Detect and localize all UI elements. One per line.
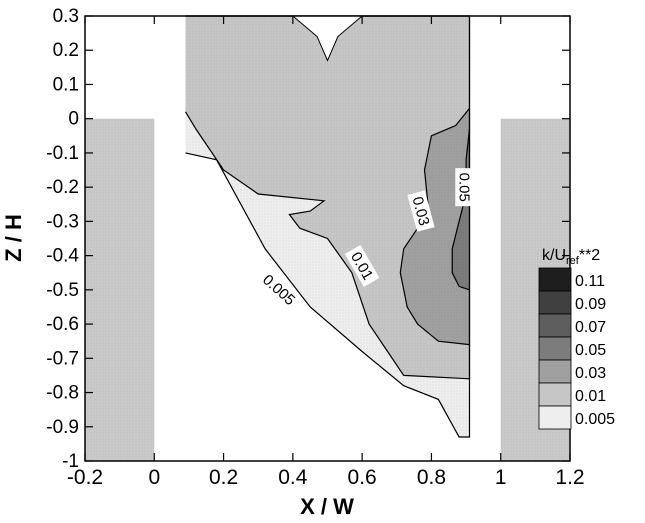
- y-tick-label: -0.7: [46, 348, 79, 369]
- y-tick-label: -0.2: [46, 177, 79, 198]
- x-tick-label: 0.2: [209, 466, 238, 489]
- legend-label-0-005: 0.005: [575, 411, 615, 428]
- legend: k/Uref**2 0.11 0.09 0.07 0.05 0.03 0.01 0.005: [538, 247, 615, 430]
- y-tick-label: -0.1: [46, 143, 79, 164]
- y-axis: 0.3 0.2 0.1 0 -0.1 -0.2 -0.3 -0.4 -0.5 -0.6 -0.7 -0…: [46, 6, 570, 472]
- x-tick-label: 0.4: [278, 466, 308, 489]
- x-tick-label: 0.8: [417, 466, 446, 489]
- y-tick-label: -0.6: [46, 314, 79, 335]
- x-tick-label: 0: [148, 466, 160, 489]
- legend-label-0-09: 0.09: [575, 296, 606, 313]
- legend-swatch-0-03: [538, 359, 572, 384]
- contour-line-0-03: [399, 108, 470, 346]
- contour-line-0-05: [451, 128, 471, 291]
- y-tick-label: 0.1: [53, 74, 79, 95]
- y-tick-label: -0.4: [46, 246, 79, 267]
- legend-title-main: k/U: [542, 247, 566, 264]
- y-tick-label: -0.9: [46, 417, 79, 438]
- contour-region-texture-0-01: [185, 16, 470, 379]
- y-tick-label: -0.5: [46, 280, 79, 301]
- x-axis-title: X / W: [300, 494, 354, 519]
- legend-swatch-0-05: [538, 336, 572, 361]
- y-tick-label: 0.2: [53, 40, 79, 61]
- x-tick-label: 1: [495, 466, 507, 489]
- legend-title: k/Uref**2: [542, 247, 600, 267]
- legend-label-0-11: 0.11: [575, 273, 605, 290]
- legend-title-tail: **2: [579, 247, 600, 264]
- contour-region-texture-0-03: [400, 108, 470, 345]
- contour-label-group: 0.05: [455, 168, 474, 207]
- x-tick-label: 1.2: [555, 466, 584, 489]
- contour-regions-layer: [185, 16, 470, 437]
- y-axis-title: Z / H: [1, 214, 26, 262]
- y-tick-label: -1: [62, 451, 79, 472]
- legend-swatch-0-005: [538, 405, 572, 430]
- y-tick-label: 0.3: [53, 6, 79, 27]
- y-tick-label: -0.8: [46, 383, 79, 404]
- y-tick-label: 0: [68, 109, 79, 130]
- legend-swatch-0-01: [538, 382, 572, 407]
- legend-swatch-0-09: [538, 290, 572, 315]
- contour-label-0-03: 0.03: [409, 195, 433, 228]
- building-texture-1: [85, 118, 155, 461]
- legend-label-0-05: 0.05: [575, 342, 606, 359]
- x-tick-label: 0.6: [348, 466, 377, 489]
- x-tick-label: -0.2: [67, 466, 103, 489]
- contour-lines-layer: [184, 15, 471, 438]
- legend-label-0-07: 0.07: [575, 319, 606, 336]
- legend-title-sub: ref: [566, 255, 580, 267]
- contour-label-bg: [344, 244, 380, 287]
- contour-label-0-05: 0.05: [455, 173, 472, 202]
- legend-swatch-0-07: [538, 313, 572, 338]
- contour-line-0-01: [184, 15, 471, 380]
- legend-swatch-0-11: [538, 267, 572, 292]
- x-axis: -0.2 0 0.2 0.4 0.6 0.8 1 1.2: [67, 16, 585, 489]
- contour-label-bg: [407, 190, 435, 232]
- legend-label-0-03: 0.03: [575, 365, 606, 382]
- plot-frame: [84, 15, 571, 462]
- y-tick-label: -0.3: [46, 211, 79, 232]
- contour-label-bg: [455, 168, 474, 207]
- contour-label-bg: [255, 267, 303, 313]
- contour-label-group: 0.03: [407, 190, 435, 232]
- legend-label-0-01: 0.01: [575, 388, 606, 405]
- contour-region-texture-0-05: [452, 129, 470, 290]
